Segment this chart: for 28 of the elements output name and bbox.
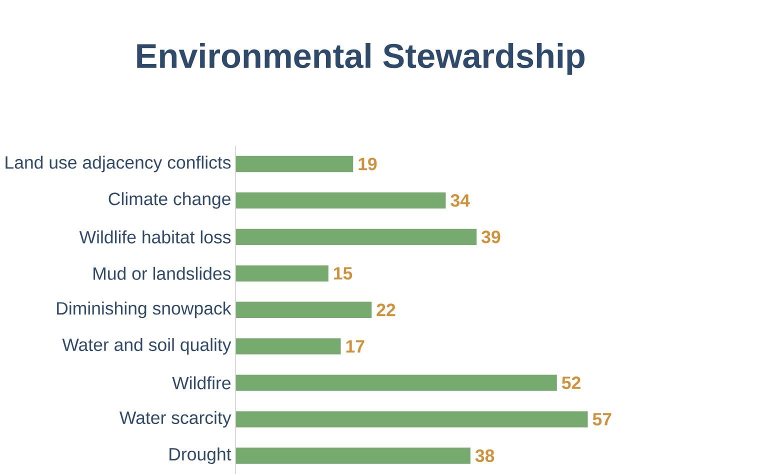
bar: [236, 448, 470, 464]
y-tick-label: Water scarcity: [120, 410, 232, 428]
data-label: 19: [358, 158, 377, 170]
bar: [236, 228, 477, 245]
bar: [236, 411, 588, 428]
y-tick-label: Drought: [170, 447, 232, 464]
bar: [236, 265, 328, 282]
bar: [236, 156, 354, 172]
bar: [236, 374, 557, 391]
data-label: 38: [475, 449, 494, 462]
y-tick-label: Wildlife habitat loss: [79, 230, 231, 244]
y-tick-label: Wildfire: [172, 376, 231, 390]
data-label: 22: [376, 304, 396, 316]
data-label: 15: [334, 267, 352, 280]
bar: [236, 302, 372, 318]
bar: [236, 192, 446, 208]
y-tick-label: Mud or landslides: [94, 266, 231, 280]
y-tick-label: Water and soil quality: [62, 338, 232, 355]
bar: [236, 338, 341, 354]
data-label: 17: [346, 340, 364, 352]
y-tick-label: Climate change: [108, 192, 230, 209]
data-label: 34: [450, 194, 470, 207]
y-tick-label: Land use adjacency conflicts: [6, 156, 231, 172]
data-label: 57: [592, 412, 612, 426]
data-label: 39: [482, 230, 500, 244]
data-label: 52: [562, 376, 580, 389]
chart-title: Environmental Stewardship: [137, 42, 585, 75]
y-tick-label: Diminishing snowpack: [57, 301, 232, 318]
